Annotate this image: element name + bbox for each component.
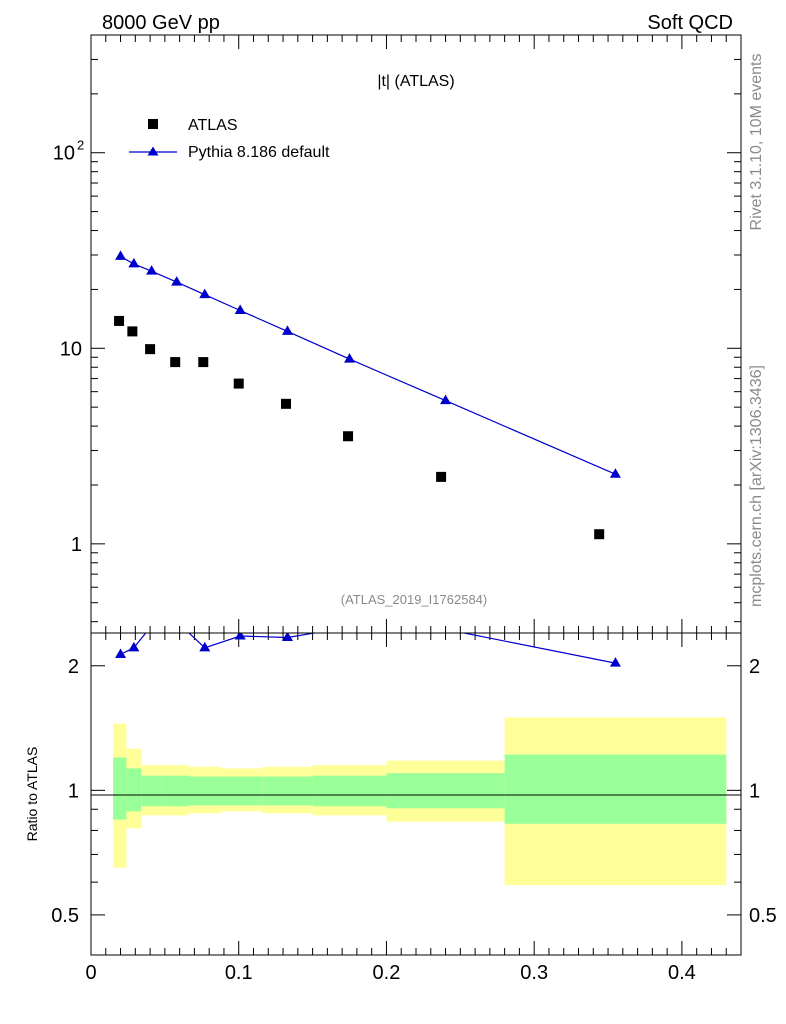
ratio-y-tick-label-right: 2 <box>749 656 760 678</box>
header-left-label: 8000 GeV pp <box>102 12 220 34</box>
ratio-x-tick-label: 0 <box>85 962 96 984</box>
data-point <box>114 315 125 326</box>
main-y-tick-label: 1 <box>71 534 82 556</box>
data-point <box>170 357 181 368</box>
ratio-ylabel: Ratio to ATLAS <box>24 747 40 842</box>
ratio-mc-point <box>609 657 621 667</box>
data-point <box>198 357 209 368</box>
data-point <box>127 326 138 337</box>
ratio-mc-line <box>120 633 616 664</box>
legend-data-label: ATLAS <box>188 117 238 134</box>
ratio-mc-point <box>171 615 182 625</box>
ratio-x-tick-label: 0.4 <box>668 962 696 984</box>
legend-mc-marker <box>147 146 159 156</box>
ratio-band-inner <box>504 754 727 824</box>
ratio-y-tick-label: 0.5 <box>51 905 79 927</box>
mc-point <box>344 353 356 363</box>
mc-point <box>199 288 211 299</box>
ratio-y-tick-label-right: 1 <box>749 780 760 802</box>
ratio-panel: 0.5 0.5 1 1 2 2 0 0.1 0.2 0.3 0.4 Ratio to ATLAS <box>24 615 777 984</box>
ratio-frame <box>90 632 742 956</box>
source-label: mcplots.cern.ch [arXiv:1306.3436] <box>748 365 765 607</box>
ratio-mc-point <box>234 633 246 640</box>
mc-point <box>115 250 127 260</box>
ratio-series-group <box>115 615 621 667</box>
ratio-band-inner <box>386 773 505 809</box>
mc-point <box>440 394 452 405</box>
chart-title: |t| (ATLAS) <box>377 73 454 90</box>
analysis-label: (ATLAS_2019_I1762584) <box>341 592 487 607</box>
ratio-y-tick-label: 2 <box>68 656 79 678</box>
mc-point <box>128 257 140 268</box>
data-point <box>436 471 447 482</box>
legend: ATLAS Pythia 8.186 default <box>129 117 330 161</box>
data-point <box>343 431 354 442</box>
mc-point <box>234 304 246 315</box>
ratio-mc-point <box>281 633 293 642</box>
mc-point <box>281 325 293 335</box>
ratio-x-tick-label: 0.1 <box>225 962 253 984</box>
mc-point <box>146 265 158 275</box>
data-point <box>233 378 244 389</box>
legend-mc-label: Pythia 8.186 default <box>188 144 330 161</box>
ratio-band-inner <box>262 776 313 806</box>
ratio-mc-point <box>115 648 127 658</box>
ratio-band-inner <box>312 775 387 807</box>
ratio-y-tick-label-right: 0.5 <box>749 905 777 927</box>
ratio-y-tick-label: 1 <box>68 780 79 802</box>
main-y-tick-label: 10 <box>60 338 82 360</box>
header-right-label: Soft QCD <box>647 12 733 34</box>
ratio-mc-point <box>146 620 157 630</box>
main-y-tick-label-exponent: 2 <box>77 138 84 153</box>
ratio-mc-point <box>344 621 355 631</box>
ratio-band-inner <box>141 775 162 807</box>
ratio-band-inner <box>188 776 221 806</box>
ratio-axis-ticks: 0.5 0.5 1 1 2 2 0 0.1 0.2 0.3 0.4 <box>51 633 777 984</box>
ratio-mc-point <box>199 641 211 652</box>
ratio-band-inner <box>161 775 189 807</box>
ratio-band-inner <box>126 768 142 812</box>
mc-series-line <box>120 255 616 475</box>
mc-point <box>609 468 621 478</box>
ratio-x-tick-label: 0.3 <box>520 962 548 984</box>
rivet-label: Rivet 3.1.10, 10M events <box>748 54 765 231</box>
data-point <box>281 398 291 409</box>
ratio-x-tick-label: 0.2 <box>373 962 401 984</box>
ratio-band-inner <box>113 757 127 820</box>
data-point <box>594 529 605 540</box>
ratio-band-inner <box>221 776 263 806</box>
data-point <box>145 344 156 355</box>
main-y-tick-label: 10 <box>53 143 75 165</box>
ratio-mc-point <box>128 641 140 652</box>
legend-data-marker <box>148 119 158 129</box>
mc-point <box>171 276 183 286</box>
